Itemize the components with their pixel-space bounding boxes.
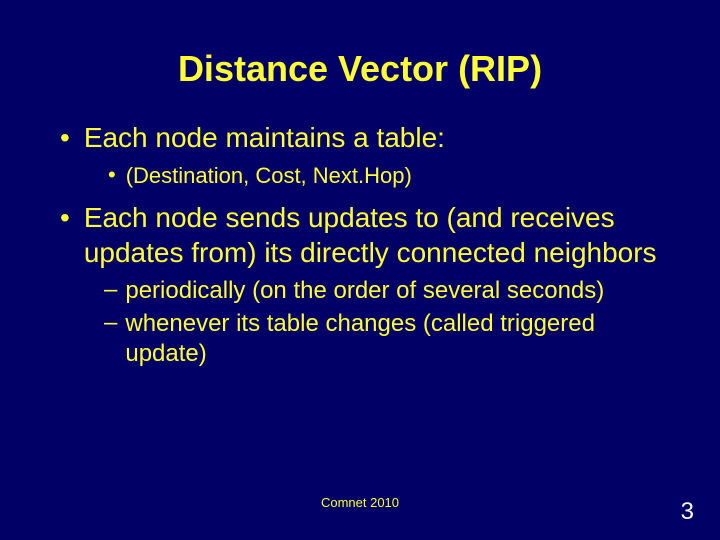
dash-text: periodically (on the order of several se… <box>125 276 604 307</box>
bullet-text: Each node sends updates to (and receives… <box>84 200 670 270</box>
dash-item: – periodically (on the order of several … <box>104 276 670 307</box>
sub-bullet-item: • (Destination, Cost, Next.Hop) <box>108 162 670 190</box>
dash-item: – whenever its table changes (called tri… <box>104 309 670 370</box>
bullet-item: • Each node sends updates to (and receiv… <box>60 200 670 270</box>
bullet-icon: • <box>108 162 116 188</box>
slide-title: Distance Vector (RIP) <box>0 0 720 120</box>
dash-icon: – <box>104 309 117 337</box>
footer-text: Comnet 2010 <box>0 495 720 510</box>
dash-text: whenever its table changes (called trigg… <box>125 309 670 370</box>
bullet-icon: • <box>60 200 70 236</box>
sub-bullet-text: (Destination, Cost, Next.Hop) <box>126 162 412 190</box>
bullet-icon: • <box>60 120 70 156</box>
page-number: 3 <box>681 498 694 526</box>
dash-icon: – <box>104 276 117 304</box>
slide-content: • Each node maintains a table: • (Destin… <box>0 120 720 370</box>
bullet-item: • Each node maintains a table: <box>60 120 670 156</box>
bullet-text: Each node maintains a table: <box>84 120 445 155</box>
